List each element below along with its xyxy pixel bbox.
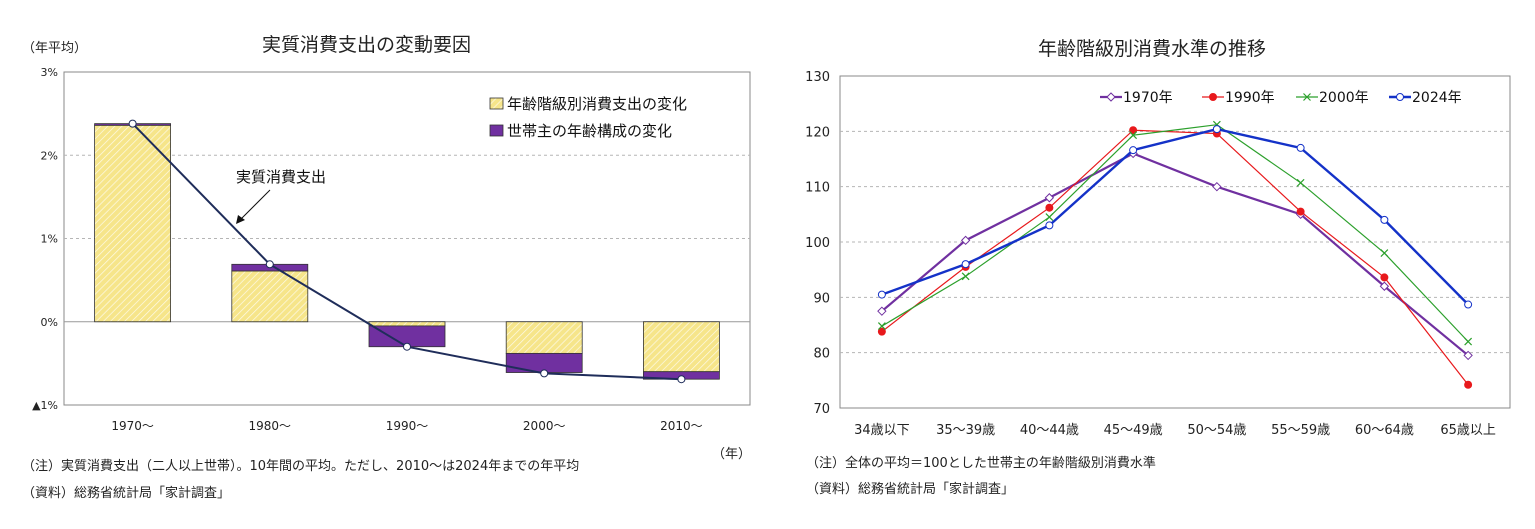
bar-segment (643, 321, 720, 373)
legend-swatch (489, 124, 504, 137)
data-point (1296, 143, 1305, 152)
series-line (881, 152, 1469, 357)
legend-label: 1990年 (1225, 90, 1275, 106)
left-note: （注）実質消費支出（二人以上世帯）。10年間の平均。ただし、2010～は2024… (22, 459, 580, 474)
x-tick-label: 45～49歳 (1104, 423, 1163, 438)
x-tick-label: 60～64歳 (1355, 423, 1414, 438)
y-tick-label: 130 (805, 70, 830, 85)
y-tick-label: 80 (813, 347, 830, 362)
bar-segment (94, 124, 171, 323)
right-chart: 130 120 110 100 90 80 70 34歳以下 35～39歳 40～44歳 45～4… (805, 70, 1511, 438)
x-tick-label: 2000～ (523, 419, 566, 433)
x-tick-label: 34歳以下 (854, 423, 910, 438)
data-point (1379, 281, 1390, 291)
y-tick-label: 2% (41, 149, 58, 162)
data-point (1296, 207, 1305, 216)
left-x-unit: （年） (712, 447, 752, 462)
line-label-arrow (238, 189, 271, 222)
line-point (265, 260, 274, 269)
line-label-arrowhead (236, 215, 245, 224)
legend-swatch (489, 97, 504, 110)
bar-segment (505, 321, 583, 354)
data-point (1380, 249, 1389, 257)
x-tick-label: 40～44歳 (1020, 423, 1079, 438)
data-point (1045, 213, 1054, 222)
bar-segment (231, 270, 309, 323)
x-tick-label: 35～39歳 (936, 423, 995, 438)
data-point (1464, 300, 1473, 309)
data-point (1129, 131, 1138, 140)
y-tick-label: 3% (41, 66, 58, 79)
y-tick-label: 90 (813, 291, 830, 306)
data-point (1296, 178, 1305, 187)
data-point (1212, 181, 1222, 192)
data-point (1045, 221, 1054, 230)
data-point (877, 322, 886, 331)
line-label-text: 実質消費支出 (236, 168, 326, 186)
series-line (881, 124, 1469, 343)
line-label-annotation: 実質消費支出 (236, 168, 326, 224)
data-point (1464, 380, 1473, 389)
line-point (128, 119, 137, 128)
x-tick-label: 1990～ (386, 419, 429, 433)
legend-label: 世帯主の年齢構成の変化 (507, 122, 672, 140)
left-chart-title: 実質消費支出の変動要因 (262, 34, 472, 56)
y-tick-label: 0% (41, 316, 58, 329)
data-point (1129, 146, 1138, 155)
left-y-unit: （年平均） (22, 41, 88, 56)
series-line (881, 129, 1469, 386)
y-tick-label: 70 (813, 402, 830, 417)
data-point (1396, 93, 1404, 101)
left-chart: 3% 2% 1% 0% ▲1% 1970～ 1980～ 1990～ 2000～ 2010～ 年齢… (32, 66, 751, 433)
data-point (1212, 125, 1221, 134)
series-line (881, 127, 1469, 306)
data-point (961, 272, 970, 281)
x-tick-label: 50～54歳 (1187, 423, 1246, 438)
data-point (1380, 215, 1389, 224)
right-plot-area (839, 75, 1511, 409)
line-point (540, 369, 549, 378)
line-point (677, 375, 686, 384)
line-point (403, 342, 411, 351)
data-point (1303, 93, 1311, 101)
right-source: （資料）総務省統計局「家計調査」 (806, 482, 1015, 497)
data-point (1044, 193, 1055, 203)
data-point (960, 235, 971, 246)
left-source: （資料）総務省統計局「家計調査」 (22, 486, 231, 501)
data-point (1463, 350, 1473, 361)
data-point (1380, 273, 1389, 282)
y-tick-label: 110 (805, 181, 830, 196)
y-tick-label: 100 (805, 236, 830, 251)
data-point (877, 327, 886, 336)
y-tick-label: ▲1% (32, 399, 58, 412)
data-point (1106, 92, 1116, 102)
right-chart-title: 年齢階級別消費水準の推移 (1038, 38, 1267, 60)
legend-label: 2000年 (1319, 90, 1369, 106)
bar-segment (368, 321, 446, 327)
legend-label: 年齢階級別消費支出の変化 (507, 95, 687, 113)
data-point (877, 290, 886, 299)
data-point (961, 260, 970, 269)
data-point (1129, 126, 1138, 135)
x-tick-label: 1980～ (249, 419, 292, 433)
y-tick-label: 1% (41, 233, 58, 246)
x-tick-label: 55～59歳 (1271, 423, 1330, 438)
y-tick-label: 120 (805, 125, 830, 140)
x-tick-label: 65歳以上 (1440, 423, 1496, 438)
legend-label: 2024年 (1412, 90, 1462, 106)
data-point (1464, 337, 1473, 346)
x-tick-label: 1970～ (111, 419, 154, 433)
right-note: （注）全体の平均＝100とした世帯主の年齢階級別消費水準 (806, 456, 1156, 471)
data-point (877, 306, 887, 316)
data-point (1209, 93, 1217, 101)
x-tick-label: 2010～ (660, 419, 703, 433)
data-point (1045, 203, 1054, 212)
legend-label: 1970年 (1123, 90, 1173, 106)
